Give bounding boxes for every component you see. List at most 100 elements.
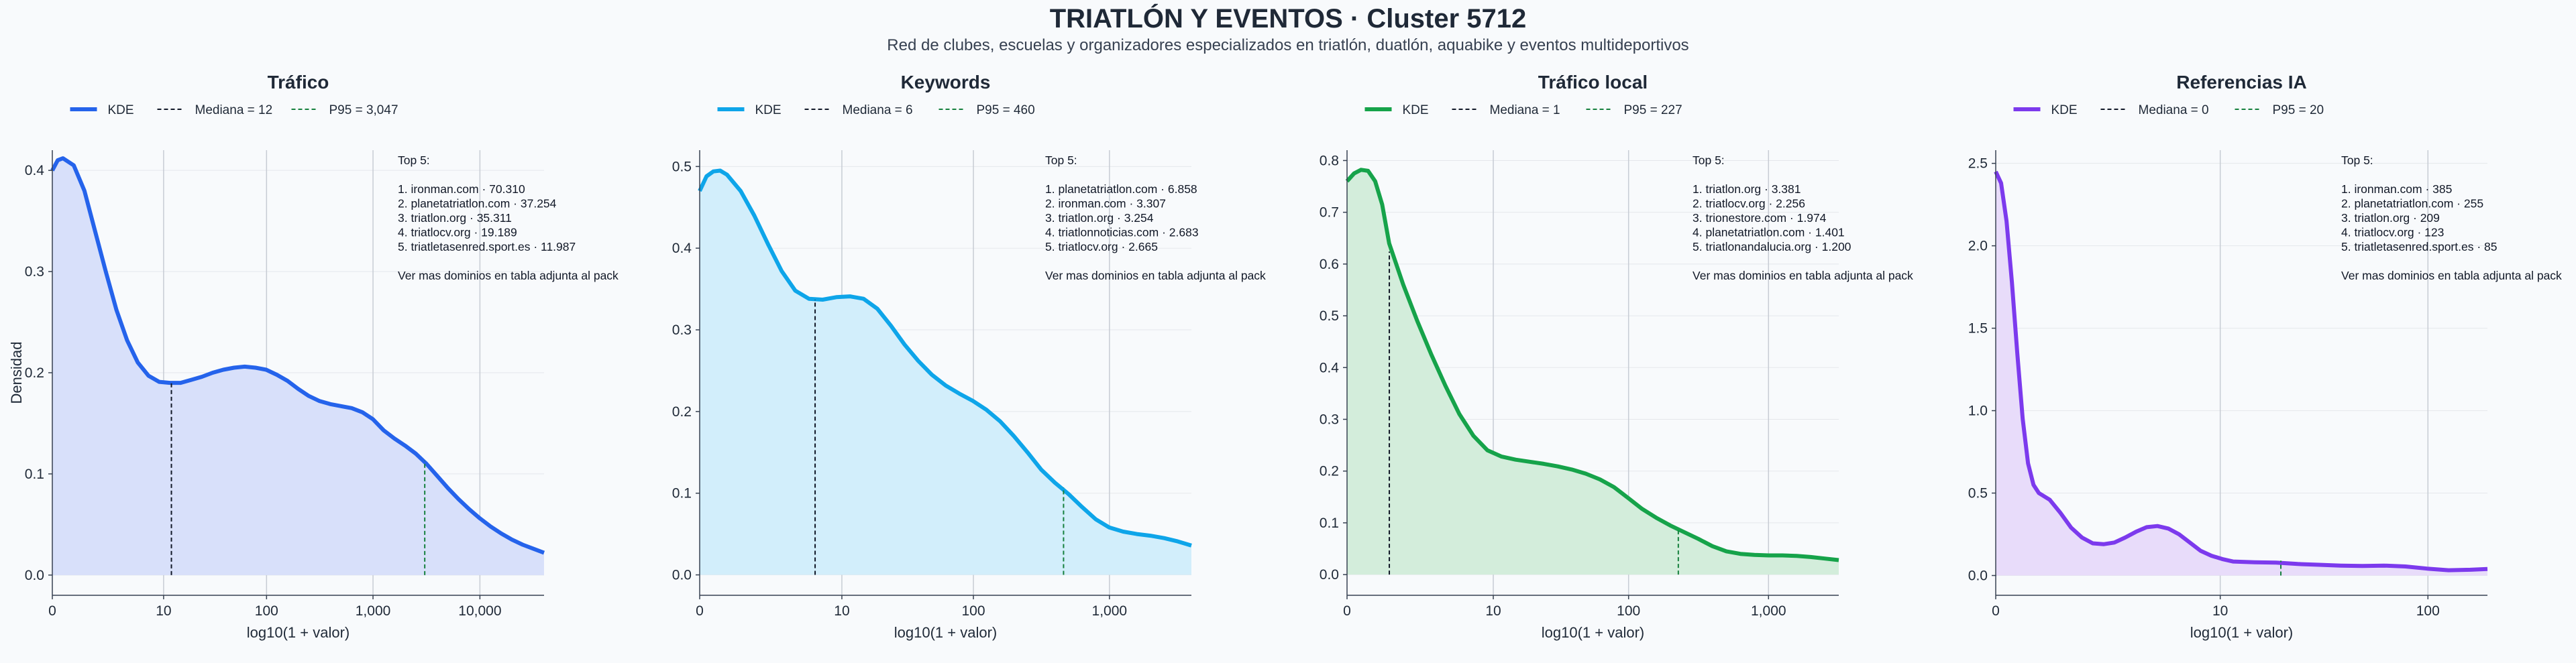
legend-median-label: Mediana = 12 [195,103,273,117]
x-tick-label: 100 [2416,603,2440,619]
legend-p95-label: P95 = 227 [1624,103,1682,117]
y-tick-label: 0.1 [672,486,692,501]
kde-area [52,158,544,575]
x-tick-label: 10 [156,603,171,619]
annotation-line: 3. triatlon.org · 35.311 [398,211,512,225]
annotation-line: 4. triatlocv.org · 19.189 [398,226,517,239]
y-tick-label: 0.1 [25,467,44,482]
annotation-line: 3. triatlon.org · 3.254 [1045,211,1154,225]
legend-kde-label: KDE [2051,103,2078,117]
legend-p95-label: P95 = 20 [2273,103,2324,117]
annotation-line: Top 5: [1045,154,1077,167]
y-tick-label: 0.7 [1320,205,1339,221]
y-tick-label: 1.5 [1968,321,1988,337]
kde-line [50,156,545,555]
legend-median-label: Mediana = 0 [2139,103,2209,117]
annotation-line: Top 5: [1693,154,1725,167]
y-tick-label: 0.6 [1320,257,1339,272]
x-tick-label: 10 [1485,603,1501,619]
chart-title: Tráfico [268,72,329,93]
annotation-line: 4. triatlocv.org · 123 [2341,226,2444,239]
annotation-line: Top 5: [398,154,430,167]
annotation-line: Ver mas dominios en tabla adjunta al pac… [398,269,619,282]
y-tick-label: 0.5 [1320,308,1339,324]
kde-area [1996,172,2487,576]
annotation-line: 5. triatletasenred.sport.es · 85 [2341,240,2497,253]
y-tick-label: 0.2 [672,404,692,420]
annotation-line: 3. trionestore.com · 1.974 [1693,211,1827,225]
legend-p95-label: P95 = 460 [977,103,1035,117]
chart-title: Tráfico local [1538,72,1648,93]
chart-title: Referencias IA [2176,72,2307,93]
y-tick-label: 0.3 [672,322,692,338]
x-tick-label: 0 [1992,603,2000,619]
legend-kde-label: KDE [1403,103,1429,117]
chart-title: Keywords [901,72,991,93]
y-tick-label: 0.5 [1968,486,1988,501]
x-tick-label: 1,000 [1092,603,1128,619]
kde-line [1345,168,1839,562]
legend-kde-label: KDE [108,103,134,117]
y-tick-label: 0.4 [1320,360,1340,375]
annotation-line: Ver mas dominios en tabla adjunta al pac… [1045,269,1266,282]
x-tick-label: 10,000 [458,603,501,619]
x-tick-label: 10 [834,603,849,619]
annotation-line: 4. planetatriatlon.com · 1.401 [1693,226,1845,239]
annotation-line: Ver mas dominios en tabla adjunta al pac… [1693,269,1913,282]
annotation-line: 5. triatletasenred.sport.es · 11.987 [398,240,576,253]
x-axis-label: log10(1 + valor) [247,624,350,641]
annotation-line: 1. triatlon.org · 3.381 [1693,182,1801,196]
x-tick-label: 0 [1343,603,1351,619]
x-tick-label: 100 [1617,603,1640,619]
y-tick-label: 2.5 [1968,156,1988,172]
x-tick-label: 0 [696,603,704,619]
chart-panel-1: Tráfico KDE Mediana = 12 P95 = 3,047 0.0 0.1 0… [8,72,619,641]
kde-line [698,168,1192,548]
legend-median-label: Mediana = 6 [843,103,913,117]
legend-p95-label: P95 = 3,047 [329,103,398,117]
annotation-line: 2. planetatriatlon.com · 37.254 [398,197,557,210]
x-axis-label: log10(1 + valor) [894,624,997,641]
annotation-line: 1. ironman.com · 70.310 [398,182,525,196]
annotation-line: 2. ironman.com · 3.307 [1045,197,1166,210]
kde-area [700,170,1191,575]
annotation-line: 5. triatlocv.org · 2.665 [1045,240,1158,253]
chart-panel-2: Keywords KDE Mediana = 6 P95 = 460 0.0 0.1 0.2… [672,72,1266,641]
y-tick-label: 0.4 [25,163,45,178]
y-tick-label: 0.2 [1320,464,1339,479]
y-tick-label: 0.5 [672,159,692,174]
annotation-line: Ver mas dominios en tabla adjunta al pac… [2341,269,2562,282]
page-title: TRIATLÓN Y EVENTOS · Cluster 5712 [1049,4,1527,34]
x-tick-label: 100 [962,603,985,619]
x-tick-label: 1,000 [356,603,391,619]
chart-panel-4: Referencias IA KDE Mediana = 0 P95 = 20 0.0 0… [1968,72,2562,641]
kde-line [1994,170,2488,572]
x-tick-label: 0 [48,603,56,619]
x-tick-label: 100 [255,603,278,619]
y-tick-label: 0.2 [25,365,44,381]
annotation-line: 2. planetatriatlon.com · 255 [2341,197,2483,210]
x-axis-label: log10(1 + valor) [1542,624,1644,641]
y-tick-label: 0.3 [1320,412,1339,427]
annotation-line: 3. triatlon.org · 209 [2341,211,2440,225]
y-tick-label: 0.0 [672,568,692,583]
annotation-line: 2. triatlocv.org · 2.256 [1693,197,1805,210]
y-axis-label: Densidad [8,342,25,404]
annotation-line: 1. planetatriatlon.com · 6.858 [1045,182,1197,196]
y-tick-label: 0.4 [672,241,692,256]
y-tick-label: 2.0 [1968,239,1988,254]
annotation-line: 5. triatlonandalucia.org · 1.200 [1693,240,1851,253]
kde-area [1347,170,1839,575]
y-tick-label: 0.3 [25,264,44,280]
x-axis-label: log10(1 + valor) [2190,624,2293,641]
y-tick-label: 0.0 [1320,567,1339,583]
x-tick-label: 10 [2212,603,2228,619]
x-tick-label: 1,000 [1751,603,1786,619]
chart-panel-3: Tráfico local KDE Mediana = 1 P95 = 227 0.0 0… [1320,72,1913,641]
legend-kde-label: KDE [755,103,782,117]
y-tick-label: 0.1 [1320,516,1339,531]
annotation-line: 1. ironman.com · 385 [2341,182,2452,196]
legend-median-label: Mediana = 1 [1490,103,1560,117]
y-tick-label: 1.0 [1968,404,1988,419]
